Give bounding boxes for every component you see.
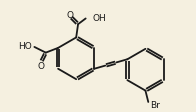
Text: Br: Br (150, 101, 160, 110)
Text: OH: OH (92, 14, 106, 23)
Text: O: O (66, 11, 73, 20)
Text: O: O (37, 62, 44, 71)
Text: HO: HO (18, 42, 32, 51)
